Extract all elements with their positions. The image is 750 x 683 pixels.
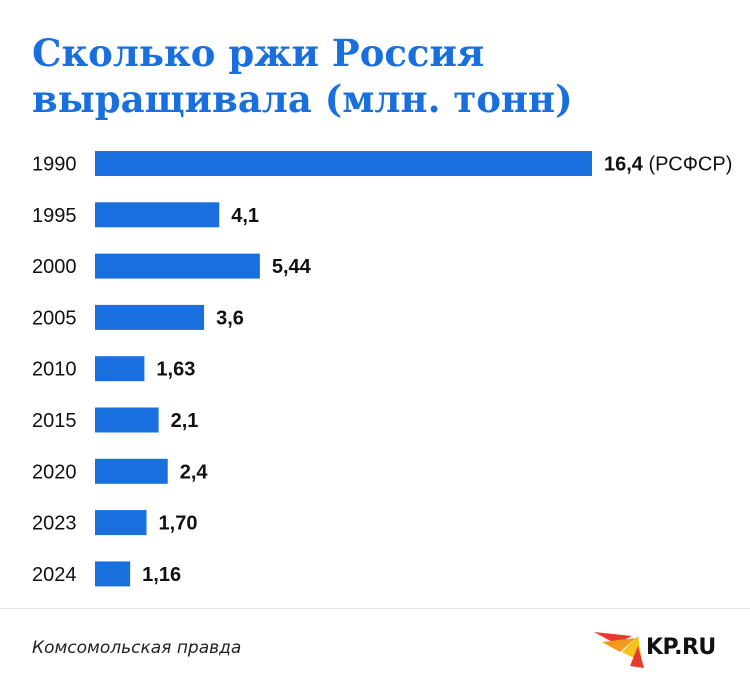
category-label: 2023 xyxy=(32,513,77,535)
bar xyxy=(95,510,147,536)
bar xyxy=(95,151,592,176)
value-label: 2,1 xyxy=(171,410,199,432)
value-label: 4,1 xyxy=(231,205,259,227)
bar xyxy=(95,202,220,228)
value-label: 3,6 xyxy=(216,307,244,329)
value-label: 1,63 xyxy=(156,359,195,381)
category-label: 2020 xyxy=(32,461,77,483)
value-label: 2,4 xyxy=(180,461,209,483)
value-label: 1,16 xyxy=(142,564,181,586)
bar xyxy=(95,356,145,382)
category-label: 2015 xyxy=(32,410,77,432)
value-label: 1,70 xyxy=(159,513,198,535)
bar-chart: 1990 16,4 (РСФСР) 1995 4,1 2000 5,44 2005 3,6 20… xyxy=(32,151,732,587)
source-label: Комсомольская правда xyxy=(32,638,242,658)
category-label: 2000 xyxy=(32,256,77,278)
category-label: 2010 xyxy=(32,359,77,381)
bar-annotation: (РСФСР) xyxy=(643,154,732,176)
kp-bird-logo-icon xyxy=(594,632,644,668)
bar xyxy=(95,304,205,330)
bar xyxy=(95,458,168,484)
bar xyxy=(95,253,260,279)
bar xyxy=(95,561,131,587)
category-label: 2005 xyxy=(32,307,77,329)
footer-divider xyxy=(0,608,750,609)
chart-title: Сколько ржи Россия выращивала (млн. тонн… xyxy=(32,31,573,121)
value-label: 5,44 xyxy=(272,256,312,278)
category-label: 1995 xyxy=(32,205,77,227)
category-label: 1990 xyxy=(32,154,77,176)
value-label: 16,4 (РСФСР) xyxy=(604,154,732,176)
kp-logo-text: KP.RU xyxy=(646,635,716,660)
bar xyxy=(95,407,159,433)
category-label: 2024 xyxy=(32,564,77,586)
